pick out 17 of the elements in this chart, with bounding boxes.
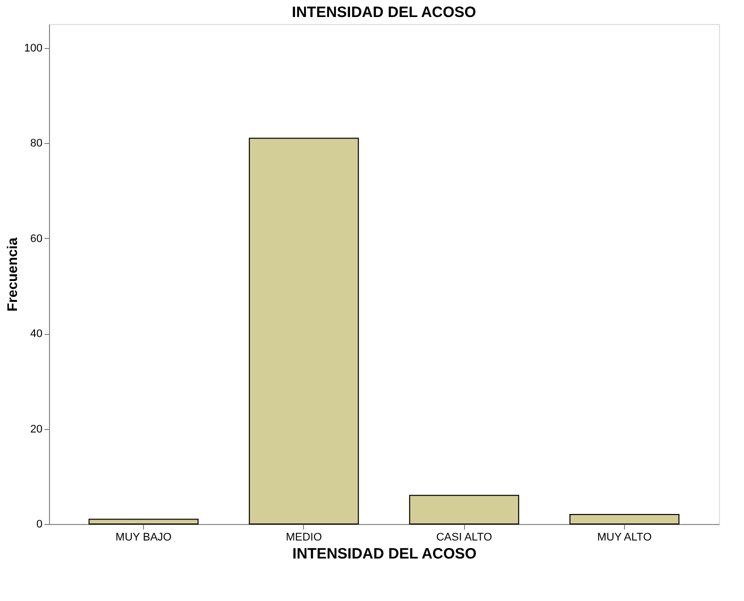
y-tick-label: 20 [30, 423, 42, 436]
chart-title: INTENSIDAD DEL ACOSO [292, 4, 476, 21]
x-axis-title: INTENSIDAD DEL ACOSO [292, 546, 477, 562]
x-tick-label: MUY ALTO [597, 532, 652, 544]
bar [569, 514, 680, 524]
y-tick-label: 40 [30, 328, 42, 340]
y-tick-label: 60 [30, 232, 42, 245]
y-tick-label: 0 [36, 518, 42, 530]
bar [409, 494, 520, 524]
x-tick-label: MUY BAJO [116, 532, 172, 544]
bar [248, 138, 359, 524]
y-tick-label: 80 [30, 138, 42, 150]
x-tick-label: CASI ALTO [436, 532, 493, 544]
y-axis-title: Frecuencia [4, 237, 20, 312]
x-tick-label: MEDIO [286, 532, 322, 544]
bar [88, 518, 199, 524]
y-tick-label: 100 [24, 42, 42, 54]
